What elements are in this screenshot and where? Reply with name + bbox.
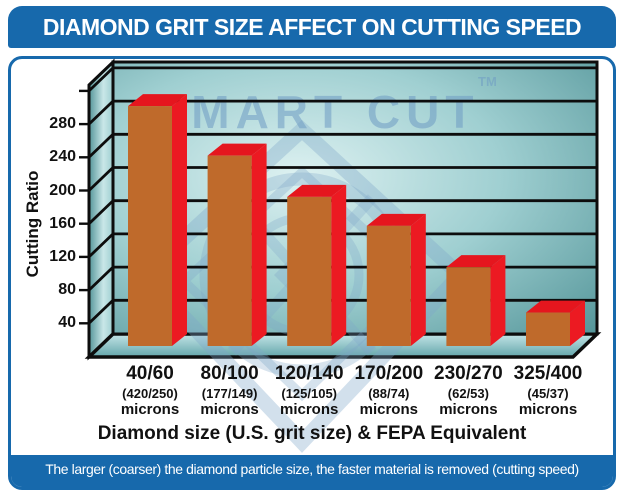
bar-side-face (490, 255, 506, 346)
wall-tick-320 (88, 66, 114, 92)
bar-front-face (207, 155, 252, 346)
bar-170-200 (366, 213, 426, 346)
back-wall (111, 60, 599, 336)
bar-120-140 (287, 184, 347, 346)
title-bar: DIAMOND GRIT SIZE AFFECT ON CUTTING SPEE… (8, 6, 616, 48)
watermark-tm-icon: TM (478, 74, 497, 89)
bar-side-face (410, 213, 426, 346)
bar-front-face (128, 106, 172, 346)
bar-80-100 (207, 143, 267, 346)
bar-side-face (331, 184, 347, 346)
wall-tick-160 (88, 199, 114, 225)
wall-tick-240 (88, 133, 114, 159)
wall-tick-280 (88, 100, 114, 126)
bar-top-face (207, 143, 267, 156)
bar-230-270 (446, 255, 506, 346)
page-title: DIAMOND GRIT SIZE AFFECT ON CUTTING SPEE… (42, 13, 582, 40)
wall-tick-40 (88, 299, 114, 325)
bar-top-face (366, 213, 426, 226)
bar-front-face (526, 312, 570, 346)
footer-bar (11, 455, 613, 487)
bar-top-face (287, 184, 347, 197)
wall-tick-80 (88, 266, 114, 292)
bar-front-face (366, 225, 411, 346)
bar-side-face (172, 94, 187, 346)
bar-side-face (251, 143, 267, 346)
watermark-text: SMART CUT (155, 86, 480, 138)
wall-tick-200 (88, 166, 114, 192)
wall-tick-120 (88, 232, 114, 258)
bars-group (128, 94, 585, 346)
bar-side-face (570, 300, 585, 346)
bar-40-60 (128, 94, 187, 346)
axis-ticks-group (79, 66, 114, 325)
bar-top-face (526, 300, 585, 313)
bar-front-face (446, 267, 491, 346)
bar-top-face (128, 94, 187, 107)
bar-top-face (446, 255, 506, 268)
bar-front-face (287, 196, 332, 346)
gridlines-group (113, 66, 597, 302)
bar-325-400 (526, 300, 585, 346)
